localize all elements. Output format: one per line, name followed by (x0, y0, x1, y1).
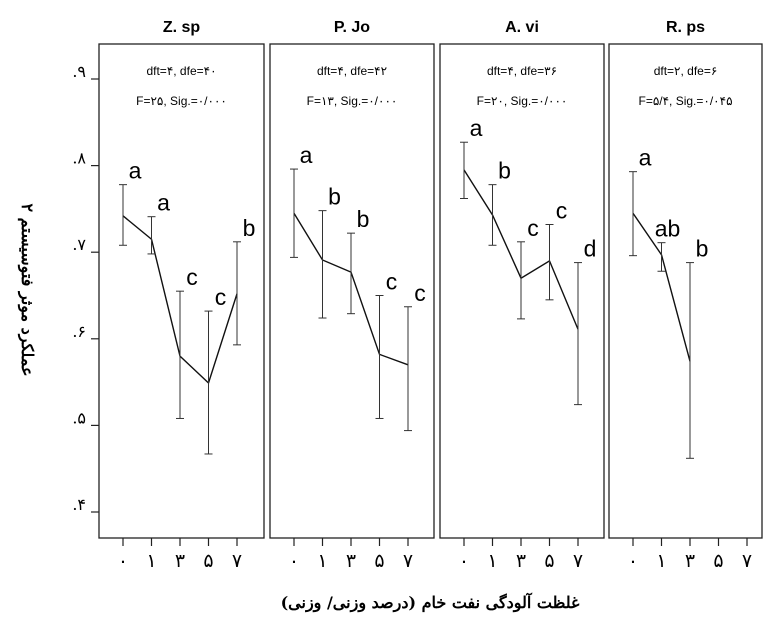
significance-letter: c (186, 264, 198, 290)
x-axis-title: غلظت آلودگی نفت خام (درصد وزنی/ وزنی) (281, 591, 580, 613)
x-tick-label: ۱ (317, 550, 327, 572)
panel-stat-df: dft=۴, dfe=۴۰ (146, 64, 216, 78)
x-tick-label: ۷ (742, 550, 752, 572)
panel-frame (269, 43, 435, 539)
y-axis-title: عملکرد موثر فتوسیستم ۲ (17, 203, 37, 376)
panel-frame (608, 43, 763, 539)
panel-frame (98, 43, 265, 539)
x-tick-label: ۳ (516, 550, 526, 572)
y-tick-label: .۷ (72, 235, 86, 254)
x-tick-label: ۰ (628, 550, 638, 572)
significance-letter: d (584, 236, 597, 262)
x-tick-label: ۵ (713, 550, 723, 572)
panel-stat-df: dft=۲, dfe=۶ (654, 64, 718, 78)
panel-title: P. Jo (334, 19, 370, 36)
significance-letter: c (414, 280, 426, 306)
panel-stat-df: dft=۴, dfe=۳۶ (487, 64, 557, 78)
panel-title: Z. sp (163, 19, 201, 36)
significance-letter: b (357, 206, 370, 232)
x-tick-label: ۰ (289, 550, 299, 572)
significance-letter: b (696, 236, 709, 262)
x-tick-label: ۱ (487, 550, 497, 572)
y-tick-label: .۸ (72, 149, 86, 168)
x-tick-label: ۳ (685, 550, 695, 572)
significance-letter: a (639, 145, 652, 171)
x-tick-label: ۷ (403, 550, 413, 572)
y-tick-label: .۴ (72, 495, 86, 514)
x-tick-label: ۵ (203, 550, 213, 572)
x-tick-label: ۵ (374, 550, 384, 572)
significance-letter: c (527, 215, 539, 241)
panel-title: R. ps (666, 19, 705, 36)
significance-letter: b (328, 184, 341, 210)
x-tick-label: ۷ (573, 550, 583, 572)
significance-letter: b (243, 215, 256, 241)
x-tick-label: ۱ (146, 550, 156, 572)
significance-letter: b (498, 158, 511, 184)
significance-letter: a (300, 142, 313, 168)
significance-letter: a (129, 158, 142, 184)
panel-stat-f: F=۲۰, Sig.=۰/۰۰۰ (477, 94, 568, 108)
panel-stat-f: F=۱۳, Sig.=۰/۰۰۰ (307, 94, 398, 108)
significance-letter: c (556, 197, 568, 223)
x-tick-label: ۷ (232, 550, 242, 572)
x-tick-label: ۳ (175, 550, 185, 572)
significance-letter: c (215, 284, 227, 310)
panel-stat-df: dft=۴, dfe=۴۲ (317, 64, 387, 78)
panel-stat-f: F=۲۵, Sig.=۰/۰۰۰ (136, 94, 227, 108)
y-tick-label: .۵ (72, 408, 86, 427)
panel-title: A. vi (505, 19, 539, 36)
x-tick-label: ۱ (656, 550, 666, 572)
y-tick-label: .۹ (72, 62, 86, 81)
panel-stat-f: F=۵/۴, Sig.=۰/۰۴۵ (638, 94, 732, 108)
x-tick-label: ۵ (544, 550, 554, 572)
x-tick-label: ۰ (118, 550, 128, 572)
significance-letter: c (386, 269, 398, 295)
significance-letter: a (470, 115, 483, 141)
x-tick-label: ۰ (459, 550, 469, 572)
x-tick-label: ۳ (346, 550, 356, 572)
significance-letter: a (157, 190, 170, 216)
panel-frame (439, 43, 605, 539)
y-tick-label: .۶ (72, 322, 86, 341)
significance-letter: ab (655, 216, 681, 242)
